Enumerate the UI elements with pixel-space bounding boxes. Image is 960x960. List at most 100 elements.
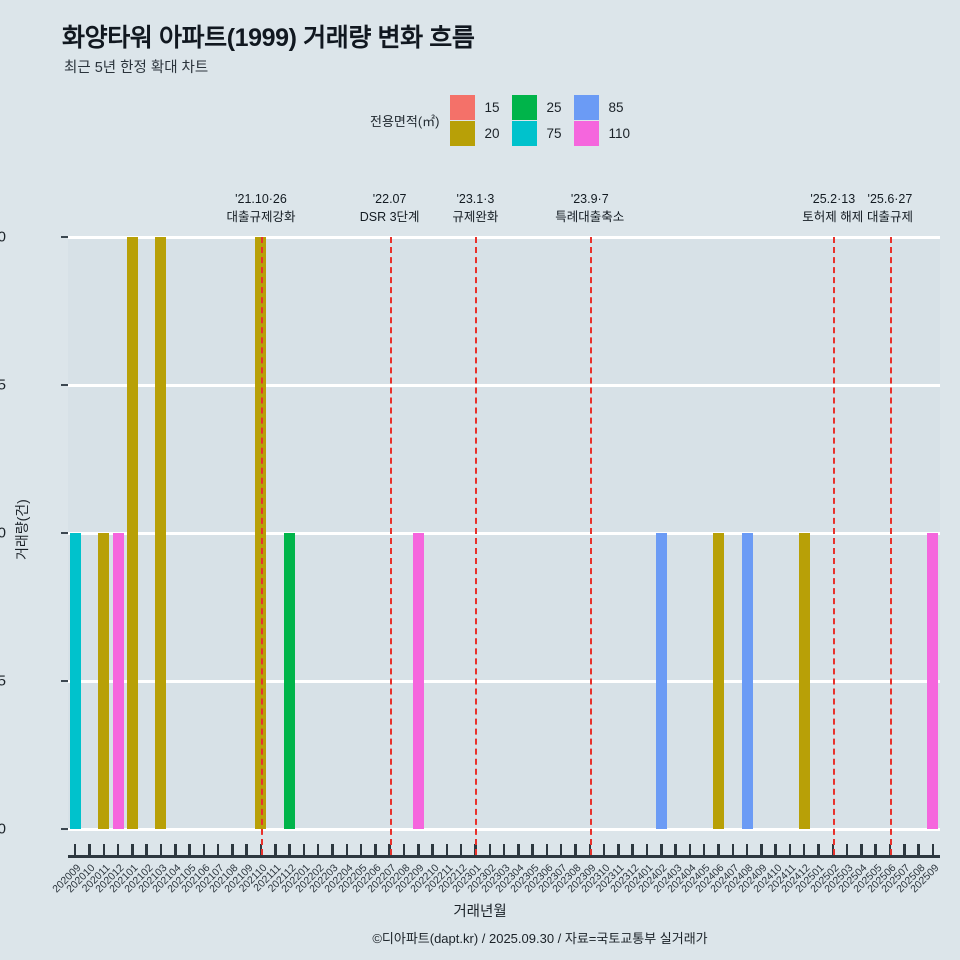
bar-202103-20[interactable]: [155, 237, 167, 829]
event-line-202502: [832, 237, 835, 855]
event-annotation-202110: '21.10·26 대출규제강화: [226, 190, 295, 226]
event-annotation-202301: '23.1·3 규제완화: [452, 190, 498, 226]
bar-202402-85[interactable]: [655, 533, 667, 829]
legend-label-85: 85: [608, 99, 624, 115]
event-line-202110: [260, 237, 263, 855]
legend-swatch-85[interactable]: [573, 94, 602, 120]
event-label: 특례대출축소: [555, 210, 625, 224]
x-tick-mark: [760, 844, 763, 857]
x-tick-mark: [274, 844, 277, 857]
x-tick-mark: [917, 844, 920, 857]
x-tick-mark: [102, 844, 106, 857]
x-tick-mark: [159, 844, 163, 857]
x-tick-mark: [688, 844, 692, 857]
x-tick-mark: [145, 844, 148, 857]
bar-202406-20[interactable]: [712, 533, 724, 829]
x-tick-mark: [417, 844, 420, 857]
event-annotation-202502: '25.2·13 토허제 해제: [802, 190, 863, 226]
y-tick-label: 1.0: [0, 524, 6, 542]
legend-swatch-75[interactable]: [511, 120, 540, 146]
bar-202009-75[interactable]: [69, 533, 81, 829]
event-date: '23.9·7: [570, 192, 609, 206]
legend-label-25: 25: [546, 99, 562, 115]
event-label: 대출규제강화: [226, 210, 296, 224]
legend-color-box-110: [573, 120, 599, 146]
x-tick-mark: [488, 844, 491, 857]
x-tick-mark: [431, 844, 434, 857]
x-tick-mark: [202, 844, 206, 857]
x-tick-mark: [745, 844, 749, 857]
x-tick-mark: [717, 844, 720, 857]
x-tick-mark: [531, 844, 534, 857]
x-tick-mark: [231, 844, 234, 857]
x-tick-mark: [288, 844, 291, 857]
x-tick-mark: [116, 844, 120, 857]
x-tick-mark: [702, 844, 706, 857]
bar-202012-110[interactable]: [112, 533, 124, 829]
event-date: '25.2·13: [810, 192, 856, 206]
gridline: [68, 531, 940, 535]
x-tick-mark: [374, 844, 377, 857]
y-axis-label: 거래량(건): [14, 499, 30, 560]
x-tick-mark: [845, 844, 849, 857]
x-tick-mark: [817, 844, 820, 857]
legend: 전용면적(㎡) 15 25 85 20 75 110: [370, 94, 636, 146]
x-tick-mark: [602, 844, 606, 857]
page-title: 화양타워 아파트(1999) 거래량 변화 흐름: [62, 24, 475, 52]
legend-label-20: 20: [484, 125, 500, 141]
x-tick-mark: [188, 844, 191, 857]
footer-text: ©디아파트(dapt.kr) / 2025.09.30 / 자료=국토교통부 실…: [372, 931, 708, 946]
page-subtitle: 최근 5년 한정 확대 차트: [64, 60, 209, 76]
gridline: [68, 827, 940, 831]
x-tick-mark: [660, 844, 663, 857]
x-tick-mark: [459, 844, 463, 857]
gridline: [68, 679, 940, 683]
legend-title: 전용면적(㎡): [370, 113, 440, 129]
bar-202112-25[interactable]: [284, 533, 296, 829]
legend-swatch-15[interactable]: [449, 94, 478, 120]
bar-202209-110[interactable]: [412, 533, 424, 829]
x-tick-mark: [617, 844, 620, 857]
legend-color-box-25: [511, 94, 537, 120]
footer: ©디아파트(dapt.kr) / 2025.09.30 / 자료=국토교통부 실…: [0, 928, 960, 947]
gridline: [68, 235, 940, 239]
event-label: DSR 3단계: [359, 210, 420, 224]
bar-202408-85[interactable]: [741, 533, 753, 829]
event-annotation-202506: '25.6·27 대출규제: [867, 190, 913, 226]
x-tick-mark: [631, 844, 634, 857]
x-tick-mark: [559, 844, 563, 857]
event-label: 규제완화: [452, 210, 499, 224]
y-tick-label: 1.5: [0, 376, 6, 394]
event-date: '25.6·27: [867, 192, 913, 206]
event-annotation-202207: '22.07 DSR 3단계: [360, 190, 420, 226]
y-tick-mark: [61, 828, 68, 830]
legend-label-15: 15: [484, 99, 500, 115]
x-tick-mark: [645, 844, 649, 857]
x-tick-mark: [345, 844, 349, 857]
legend-items: 15 25 85 20 75 110: [449, 94, 636, 146]
event-line-202309: [589, 237, 592, 855]
legend-swatch-110[interactable]: [573, 120, 602, 146]
legend-swatch-25[interactable]: [511, 94, 540, 120]
x-tick-mark: [302, 844, 306, 857]
x-tick-mark: [860, 844, 863, 857]
x-tick-mark: [788, 844, 792, 857]
bar-202509-110[interactable]: [927, 533, 939, 829]
x-tick-mark: [445, 844, 449, 857]
legend-label-110: 110: [608, 125, 631, 141]
bar-202412-20[interactable]: [798, 533, 810, 829]
x-tick-mark: [802, 844, 806, 857]
bar-202011-20[interactable]: [98, 533, 110, 829]
event-date: '21.10·26: [235, 192, 287, 206]
legend-color-box-15: [449, 94, 475, 120]
event-annotation-202309: '23.9·7 특례대출축소: [555, 190, 624, 226]
x-tick-mark: [245, 844, 248, 857]
x-tick-mark: [88, 844, 91, 857]
legend-swatch-20[interactable]: [449, 120, 478, 146]
bar-202101-20[interactable]: [126, 237, 138, 829]
x-tick-mark: [502, 844, 506, 857]
x-tick-mark: [402, 844, 406, 857]
x-tick-mark: [903, 844, 906, 857]
legend-color-box-20: [449, 120, 475, 146]
